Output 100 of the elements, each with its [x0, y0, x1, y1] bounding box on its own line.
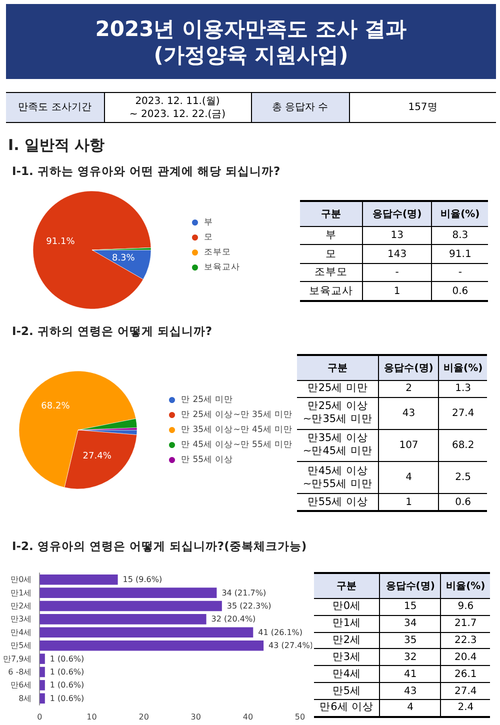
- category-label: 응답수(명): [362, 201, 432, 226]
- y-tick-label: 6 -8세: [8, 668, 32, 676]
- category-label: 응답수(명): [378, 355, 439, 380]
- data-label: 1 (0.6%): [50, 680, 84, 690]
- text: 27.4: [454, 686, 477, 697]
- text: 9.6: [458, 601, 474, 612]
- text: 2023. 12. 11.(월) ~ 2023. 12. 22.(금): [129, 96, 226, 120]
- text: 2.5: [455, 472, 472, 484]
- category-label: 비율(%): [432, 201, 488, 226]
- data-label: 43 (27.4%): [268, 641, 313, 650]
- text: 1.3: [455, 383, 472, 394]
- category-label: 만45세 이상 ~만55세 미만: [302, 464, 372, 490]
- category-label: 만25세 미만: [307, 382, 368, 394]
- y-tick-label: 만5세: [10, 641, 32, 650]
- data-label: 15 (9.6%): [122, 575, 162, 584]
- legend-label: 만 25세 미만: [181, 395, 234, 405]
- chart-title: Ⅰ-2. 귀하의 연령은 어떻게 되십니까?: [12, 324, 212, 339]
- data-label: 8.3%: [112, 253, 136, 264]
- y-tick-label: 만7,9세: [2, 654, 32, 664]
- text: 26.1: [454, 668, 477, 680]
- y-tick-label: 만0세: [10, 575, 32, 584]
- text: 32: [404, 652, 417, 663]
- bar: [40, 640, 264, 651]
- text: 1: [406, 496, 412, 508]
- legend-label: 만 45세 이상~만 55세 미만: [181, 440, 293, 450]
- category-label: 만5세: [332, 684, 362, 697]
- chart-title: Ⅰ-2. 영유아의 연령은 어떻게 되십니까?(중복체크가능): [12, 539, 307, 554]
- text: 91.1: [449, 248, 472, 260]
- x-tick-label: 50: [294, 712, 306, 722]
- text: 21.7: [454, 618, 477, 630]
- text: 2023년 이용자만족도 조사 결과 (가정양육 지원사업): [6, 4, 496, 79]
- data-label: 1 (0.6%): [50, 668, 84, 676]
- category-label: 만2세: [332, 634, 362, 646]
- text: 0.6: [452, 286, 468, 297]
- text: 20.4: [454, 652, 477, 663]
- text: 34: [404, 618, 417, 630]
- y-tick-label: 만6세: [10, 680, 32, 690]
- x-tick-label: 10: [86, 712, 97, 722]
- category-label: 만3세: [332, 650, 362, 663]
- data-label: 1 (0.6%): [50, 654, 84, 664]
- y-tick-label: 8세: [18, 694, 32, 703]
- category-label: 만55세 이상: [307, 496, 368, 508]
- text: -: [458, 267, 462, 278]
- data-label: 41 (26.1%): [258, 628, 303, 637]
- text: 총 응답자 수: [272, 102, 328, 113]
- text: 43: [404, 686, 417, 697]
- category-label: 만1세: [332, 617, 362, 630]
- text: 41: [404, 668, 417, 680]
- x-tick-label: 0: [37, 712, 42, 722]
- legend-label: 부: [204, 218, 213, 228]
- y-tick-label: 만4세: [10, 628, 32, 637]
- data-label: 1 (0.6%): [50, 694, 84, 703]
- bar: [40, 588, 217, 598]
- text: 107: [399, 440, 418, 451]
- text: 4: [407, 702, 414, 714]
- category-label: 응답수(명): [380, 573, 441, 598]
- category-label: 조부모: [314, 266, 348, 278]
- text: 2: [406, 383, 412, 394]
- category-label: 만4세: [332, 668, 362, 680]
- text: 만족도 조사기간: [18, 102, 92, 113]
- text: Ⅰ. 일반적 사항: [8, 136, 105, 155]
- chart-title: Ⅰ-1. 귀하는 영유아와 어떤 관계에 해당 되십니까?: [12, 164, 280, 179]
- data-label: 68.2%: [41, 402, 70, 412]
- category-label: 모: [325, 248, 336, 260]
- category-label: 만0세: [332, 600, 362, 612]
- data-label: 34 (21.7%): [222, 588, 266, 598]
- text: 13: [390, 230, 404, 242]
- x-tick-label: 30: [190, 712, 201, 722]
- text: 8.3: [452, 230, 468, 242]
- legend-label: 만 25세 이상~만 35세 미만: [181, 410, 293, 420]
- data-label: 91.1%: [46, 237, 76, 248]
- category-label: 만35세 이상 ~만45세 미만: [302, 432, 372, 458]
- bar: [40, 666, 45, 678]
- data-label: 32 (20.4%): [211, 614, 256, 624]
- y-tick-label: 만3세: [10, 614, 32, 624]
- text: 68.2: [452, 440, 474, 451]
- category-label: 부: [325, 229, 336, 242]
- data-label: 35 (22.3%): [226, 602, 272, 610]
- text: 43: [402, 408, 416, 419]
- bar: [40, 614, 206, 624]
- text: 157명: [408, 102, 438, 113]
- category-label: 보육교사: [308, 284, 353, 297]
- data-label: 27.4%: [82, 451, 112, 462]
- bar: [40, 654, 45, 664]
- legend-label: 보육교사: [204, 262, 240, 272]
- text: 1: [394, 286, 400, 297]
- text: 27.4: [452, 408, 474, 419]
- bar: [40, 693, 45, 704]
- text: 0.6: [455, 496, 472, 508]
- category-label: 구분: [314, 573, 380, 598]
- legend-label: 모: [204, 232, 213, 242]
- category-label: 구분: [297, 355, 379, 380]
- text: 4: [406, 472, 412, 484]
- bar: [40, 680, 45, 690]
- legend-label: 만 35세 이상~만 45세 미만: [181, 425, 293, 435]
- category-label: 만6세 이상: [320, 701, 374, 714]
- x-tick-label: 40: [242, 712, 254, 722]
- bar: [40, 574, 118, 585]
- bar: [40, 627, 254, 638]
- category-label: 비율(%): [438, 355, 487, 380]
